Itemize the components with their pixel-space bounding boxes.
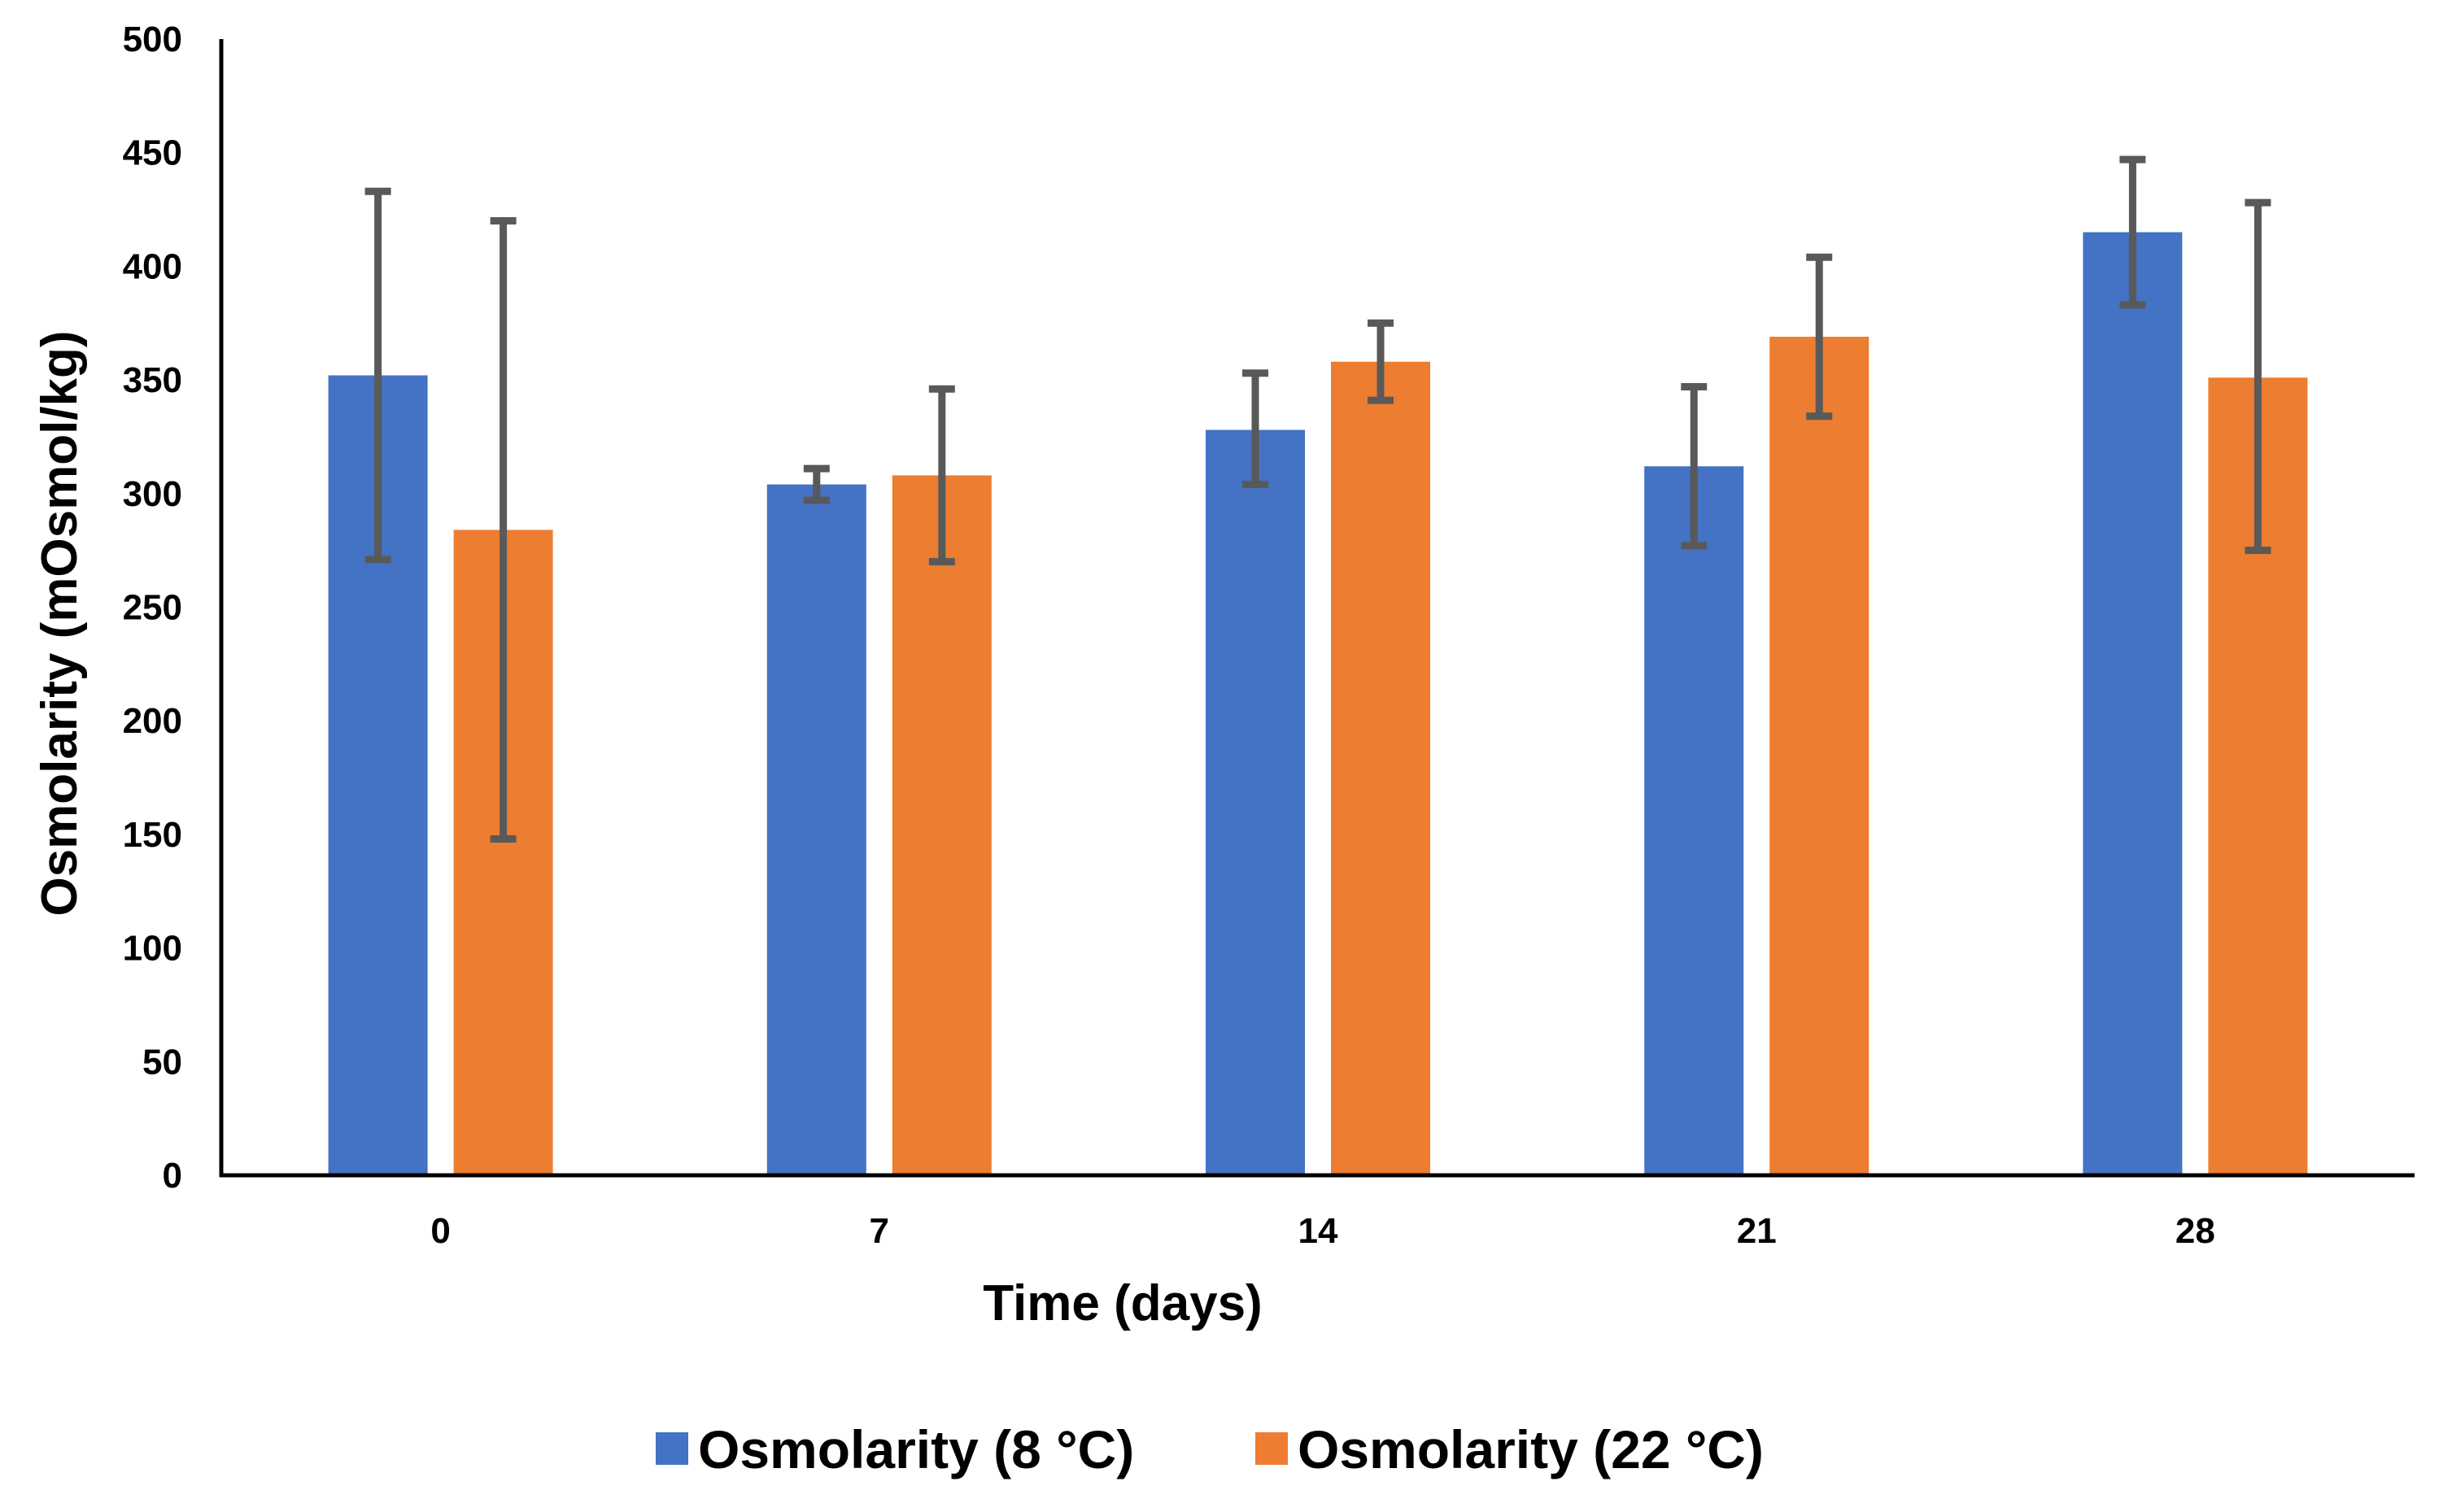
legend-swatch-8c <box>656 1432 688 1465</box>
bar-8c-day-28 <box>2083 232 2183 1175</box>
error-bar-22c-day-28 <box>2245 198 2271 555</box>
error-bar-8c-day-21 <box>1681 382 1708 550</box>
x-tick-label-day-0: 0 <box>430 1211 450 1251</box>
bar-8c-day-21 <box>1644 466 1744 1175</box>
bar-22c-day-14 <box>1331 361 1430 1175</box>
x-tick-label-day-28: 28 <box>2175 1211 2215 1251</box>
error-bar-8c-day-0 <box>364 187 391 564</box>
y-tick-label-0: 0 <box>163 1156 182 1196</box>
legend: Osmolarity (8 °C) Osmolarity (22 °C) <box>656 1419 1764 1479</box>
error-bars <box>364 155 2271 843</box>
bars <box>328 232 2308 1176</box>
error-bar-22c-day-14 <box>1368 319 1394 404</box>
x-tick-label-day-21: 21 <box>1737 1211 1777 1251</box>
y-tick-label-300: 300 <box>123 474 182 514</box>
error-bar-22c-day-0 <box>490 217 517 843</box>
y-tick-label-50: 50 <box>142 1042 182 1082</box>
x-tick-label-day-7: 7 <box>870 1211 889 1251</box>
bar-22c-day-21 <box>1769 337 1870 1175</box>
y-tick-label-150: 150 <box>123 815 182 855</box>
x-tick-label-day-14: 14 <box>1298 1211 1338 1251</box>
y-tick-label-400: 400 <box>123 246 182 286</box>
y-axis-title: Osmolarity (mOsmol/kg) <box>32 330 88 916</box>
error-bar-8c-day-7 <box>803 464 830 504</box>
bar-8c-day-7 <box>766 484 866 1175</box>
legend-label-22c: Osmolarity (22 °C) <box>1298 1419 1764 1479</box>
y-tick-label-350: 350 <box>123 360 182 400</box>
y-tick-label-200: 200 <box>123 701 182 741</box>
x-axis-title: Time (days) <box>983 1275 1262 1331</box>
error-bar-22c-day-21 <box>1806 253 1833 420</box>
y-tick-label-500: 500 <box>123 20 182 59</box>
error-bar-8c-day-14 <box>1242 369 1268 489</box>
legend-swatch-22c <box>1255 1432 1288 1465</box>
error-bar-8c-day-28 <box>2119 155 2146 309</box>
y-tick-label-100: 100 <box>123 929 182 969</box>
error-bar-22c-day-7 <box>928 385 955 566</box>
bar-22c-day-7 <box>892 475 992 1175</box>
bar-8c-day-14 <box>1206 429 1305 1175</box>
x-axis-ticks: 0 7 14 21 28 <box>430 1211 2215 1251</box>
y-axis-ticks: 0 50 100 150 200 250 300 350 400 450 500 <box>123 20 182 1196</box>
y-tick-label-250: 250 <box>123 588 182 628</box>
y-tick-label-450: 450 <box>123 133 182 173</box>
legend-label-8c: Osmolarity (8 °C) <box>698 1419 1134 1479</box>
